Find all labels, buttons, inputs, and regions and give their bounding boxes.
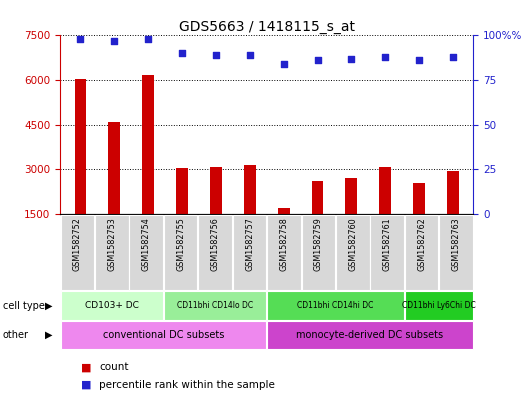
Bar <box>244 165 256 214</box>
Text: GSM1582759: GSM1582759 <box>314 217 323 271</box>
Text: ■: ■ <box>81 380 92 390</box>
Point <box>110 38 119 44</box>
Text: GSM1582760: GSM1582760 <box>348 217 357 271</box>
Text: conventional DC subsets: conventional DC subsets <box>103 330 224 340</box>
Point <box>347 55 356 62</box>
Bar <box>405 215 438 290</box>
Bar <box>233 215 266 290</box>
Point <box>279 61 288 67</box>
Text: GSM1582757: GSM1582757 <box>245 217 254 271</box>
Text: CD11bhi CD14lo DC: CD11bhi CD14lo DC <box>177 301 253 310</box>
Text: GSM1582756: GSM1582756 <box>211 217 220 271</box>
Text: count: count <box>99 362 129 373</box>
Bar <box>346 178 357 214</box>
Text: GSM1582761: GSM1582761 <box>383 217 392 271</box>
Text: percentile rank within the sample: percentile rank within the sample <box>99 380 275 390</box>
Bar <box>164 292 266 320</box>
Bar <box>370 215 404 290</box>
Bar <box>439 215 473 290</box>
Text: other: other <box>3 330 29 340</box>
Point <box>449 54 457 60</box>
Point <box>415 57 423 64</box>
Bar <box>278 208 290 214</box>
Bar <box>95 215 129 290</box>
Bar <box>302 215 335 290</box>
Bar <box>164 215 198 290</box>
Text: ▶: ▶ <box>45 301 52 310</box>
Text: ■: ■ <box>81 362 92 373</box>
Bar <box>312 181 323 214</box>
Bar <box>267 215 301 290</box>
Text: monocyte-derived DC subsets: monocyte-derived DC subsets <box>297 330 444 340</box>
Title: GDS5663 / 1418115_s_at: GDS5663 / 1418115_s_at <box>179 20 355 34</box>
Bar <box>61 215 94 290</box>
Bar <box>336 215 370 290</box>
Bar <box>75 79 86 214</box>
Text: CD11bhi CD14hi DC: CD11bhi CD14hi DC <box>298 301 374 310</box>
Point <box>313 57 322 64</box>
Text: GSM1582762: GSM1582762 <box>417 217 426 271</box>
Text: ▶: ▶ <box>45 330 52 340</box>
Point <box>178 50 186 56</box>
Text: GSM1582755: GSM1582755 <box>176 217 185 271</box>
Bar <box>210 167 222 214</box>
Text: GSM1582752: GSM1582752 <box>73 217 82 271</box>
Bar <box>61 321 266 349</box>
Bar <box>267 321 473 349</box>
Text: GSM1582758: GSM1582758 <box>279 217 289 271</box>
Bar <box>413 183 425 214</box>
Text: CD103+ DC: CD103+ DC <box>85 301 139 310</box>
Bar <box>129 215 163 290</box>
Bar <box>379 167 391 214</box>
Point <box>212 52 220 58</box>
Point <box>381 54 390 60</box>
Text: GSM1582754: GSM1582754 <box>142 217 151 271</box>
Point <box>76 36 85 42</box>
Text: GSM1582763: GSM1582763 <box>451 217 461 271</box>
Bar <box>267 292 404 320</box>
Point <box>144 36 152 42</box>
Bar <box>405 292 473 320</box>
Text: GSM1582753: GSM1582753 <box>107 217 116 271</box>
Bar <box>142 75 154 214</box>
Point <box>246 52 254 58</box>
Bar <box>198 215 232 290</box>
Bar <box>176 168 188 214</box>
Bar <box>61 292 163 320</box>
Text: CD11bhi Ly6Chi DC: CD11bhi Ly6Chi DC <box>402 301 476 310</box>
Text: cell type: cell type <box>3 301 44 310</box>
Bar <box>447 171 459 214</box>
Bar <box>108 122 120 214</box>
